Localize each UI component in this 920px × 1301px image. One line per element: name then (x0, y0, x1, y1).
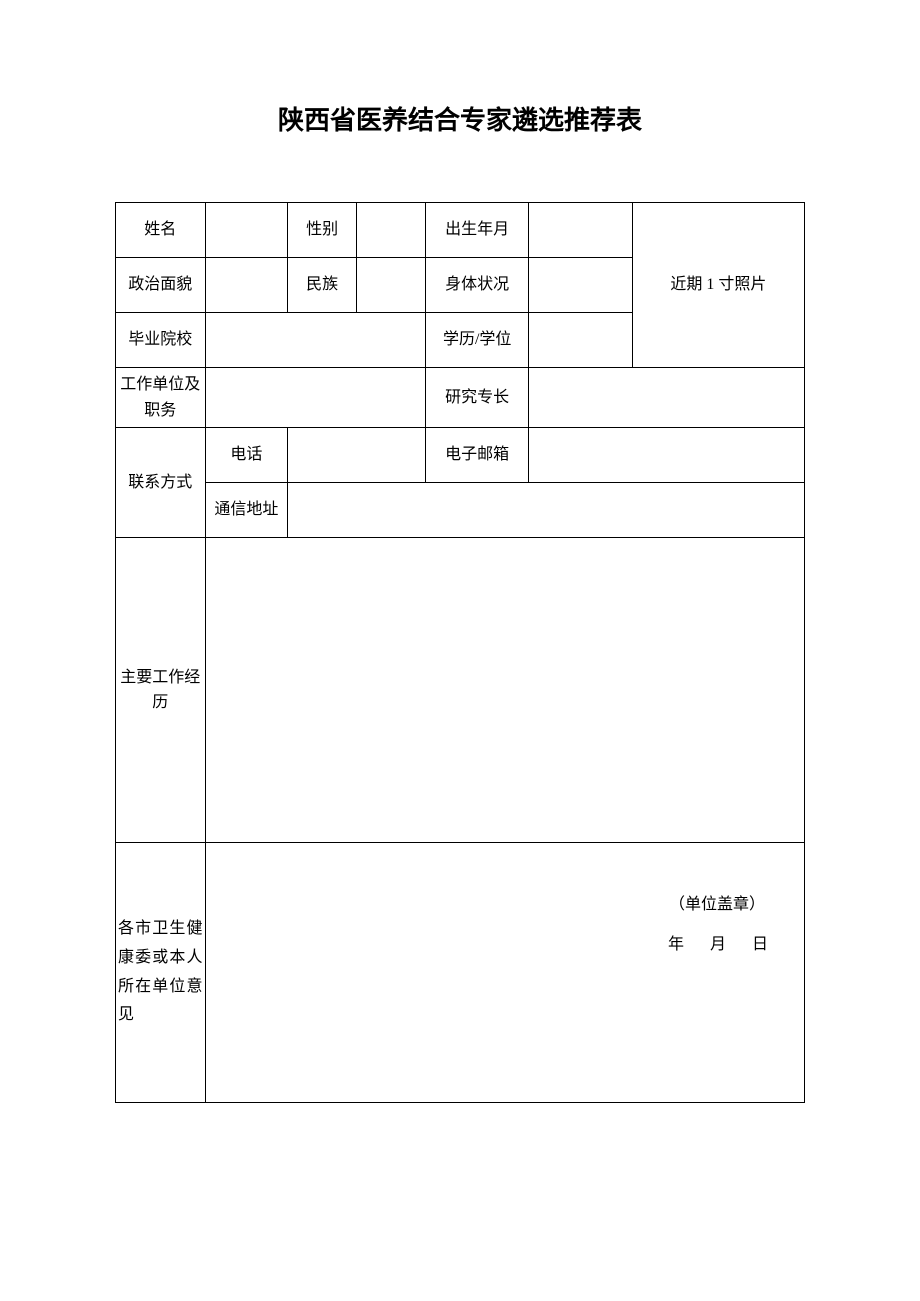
value-school[interactable] (205, 313, 425, 368)
value-health[interactable] (529, 258, 632, 313)
value-politics[interactable] (205, 258, 288, 313)
label-opinion: 各市卫生健康委或本人所在单位意见 (116, 843, 206, 1103)
page-title: 陕西省医养结合专家遴选推荐表 (115, 100, 805, 137)
value-name[interactable] (205, 203, 288, 258)
value-address[interactable] (288, 483, 805, 538)
value-work-unit[interactable] (205, 368, 425, 428)
value-work-history[interactable] (205, 538, 804, 843)
label-education: 学历/学位 (426, 313, 529, 368)
label-phone: 电话 (205, 428, 288, 483)
label-ethnicity: 民族 (288, 258, 357, 313)
label-gender: 性别 (288, 203, 357, 258)
value-gender[interactable] (357, 203, 426, 258)
value-birth[interactable] (529, 203, 632, 258)
label-name: 姓名 (116, 203, 206, 258)
value-phone[interactable] (288, 428, 426, 483)
recommendation-form: 姓名 性别 出生年月 近期 1 寸照片 政治面貌 民族 身体状况 毕业院校 学历… (115, 202, 805, 1103)
value-opinion[interactable]: （单位盖章） 年 月 日 (205, 843, 804, 1103)
label-work-unit: 工作单位及职务 (116, 368, 206, 428)
value-ethnicity[interactable] (357, 258, 426, 313)
label-email: 电子邮箱 (426, 428, 529, 483)
value-education[interactable] (529, 313, 632, 368)
value-specialty[interactable] (529, 368, 805, 428)
value-email[interactable] (529, 428, 805, 483)
label-work-history: 主要工作经历 (116, 538, 206, 843)
label-school: 毕业院校 (116, 313, 206, 368)
label-politics: 政治面貌 (116, 258, 206, 313)
label-address: 通信地址 (205, 483, 288, 538)
label-contact: 联系方式 (116, 428, 206, 538)
stamp-label: （单位盖章） (669, 892, 765, 918)
label-specialty: 研究专长 (426, 368, 529, 428)
date-label: 年 月 日 (668, 932, 770, 958)
photo-placeholder[interactable]: 近期 1 寸照片 (632, 203, 804, 368)
label-health: 身体状况 (426, 258, 529, 313)
label-birth: 出生年月 (426, 203, 529, 258)
